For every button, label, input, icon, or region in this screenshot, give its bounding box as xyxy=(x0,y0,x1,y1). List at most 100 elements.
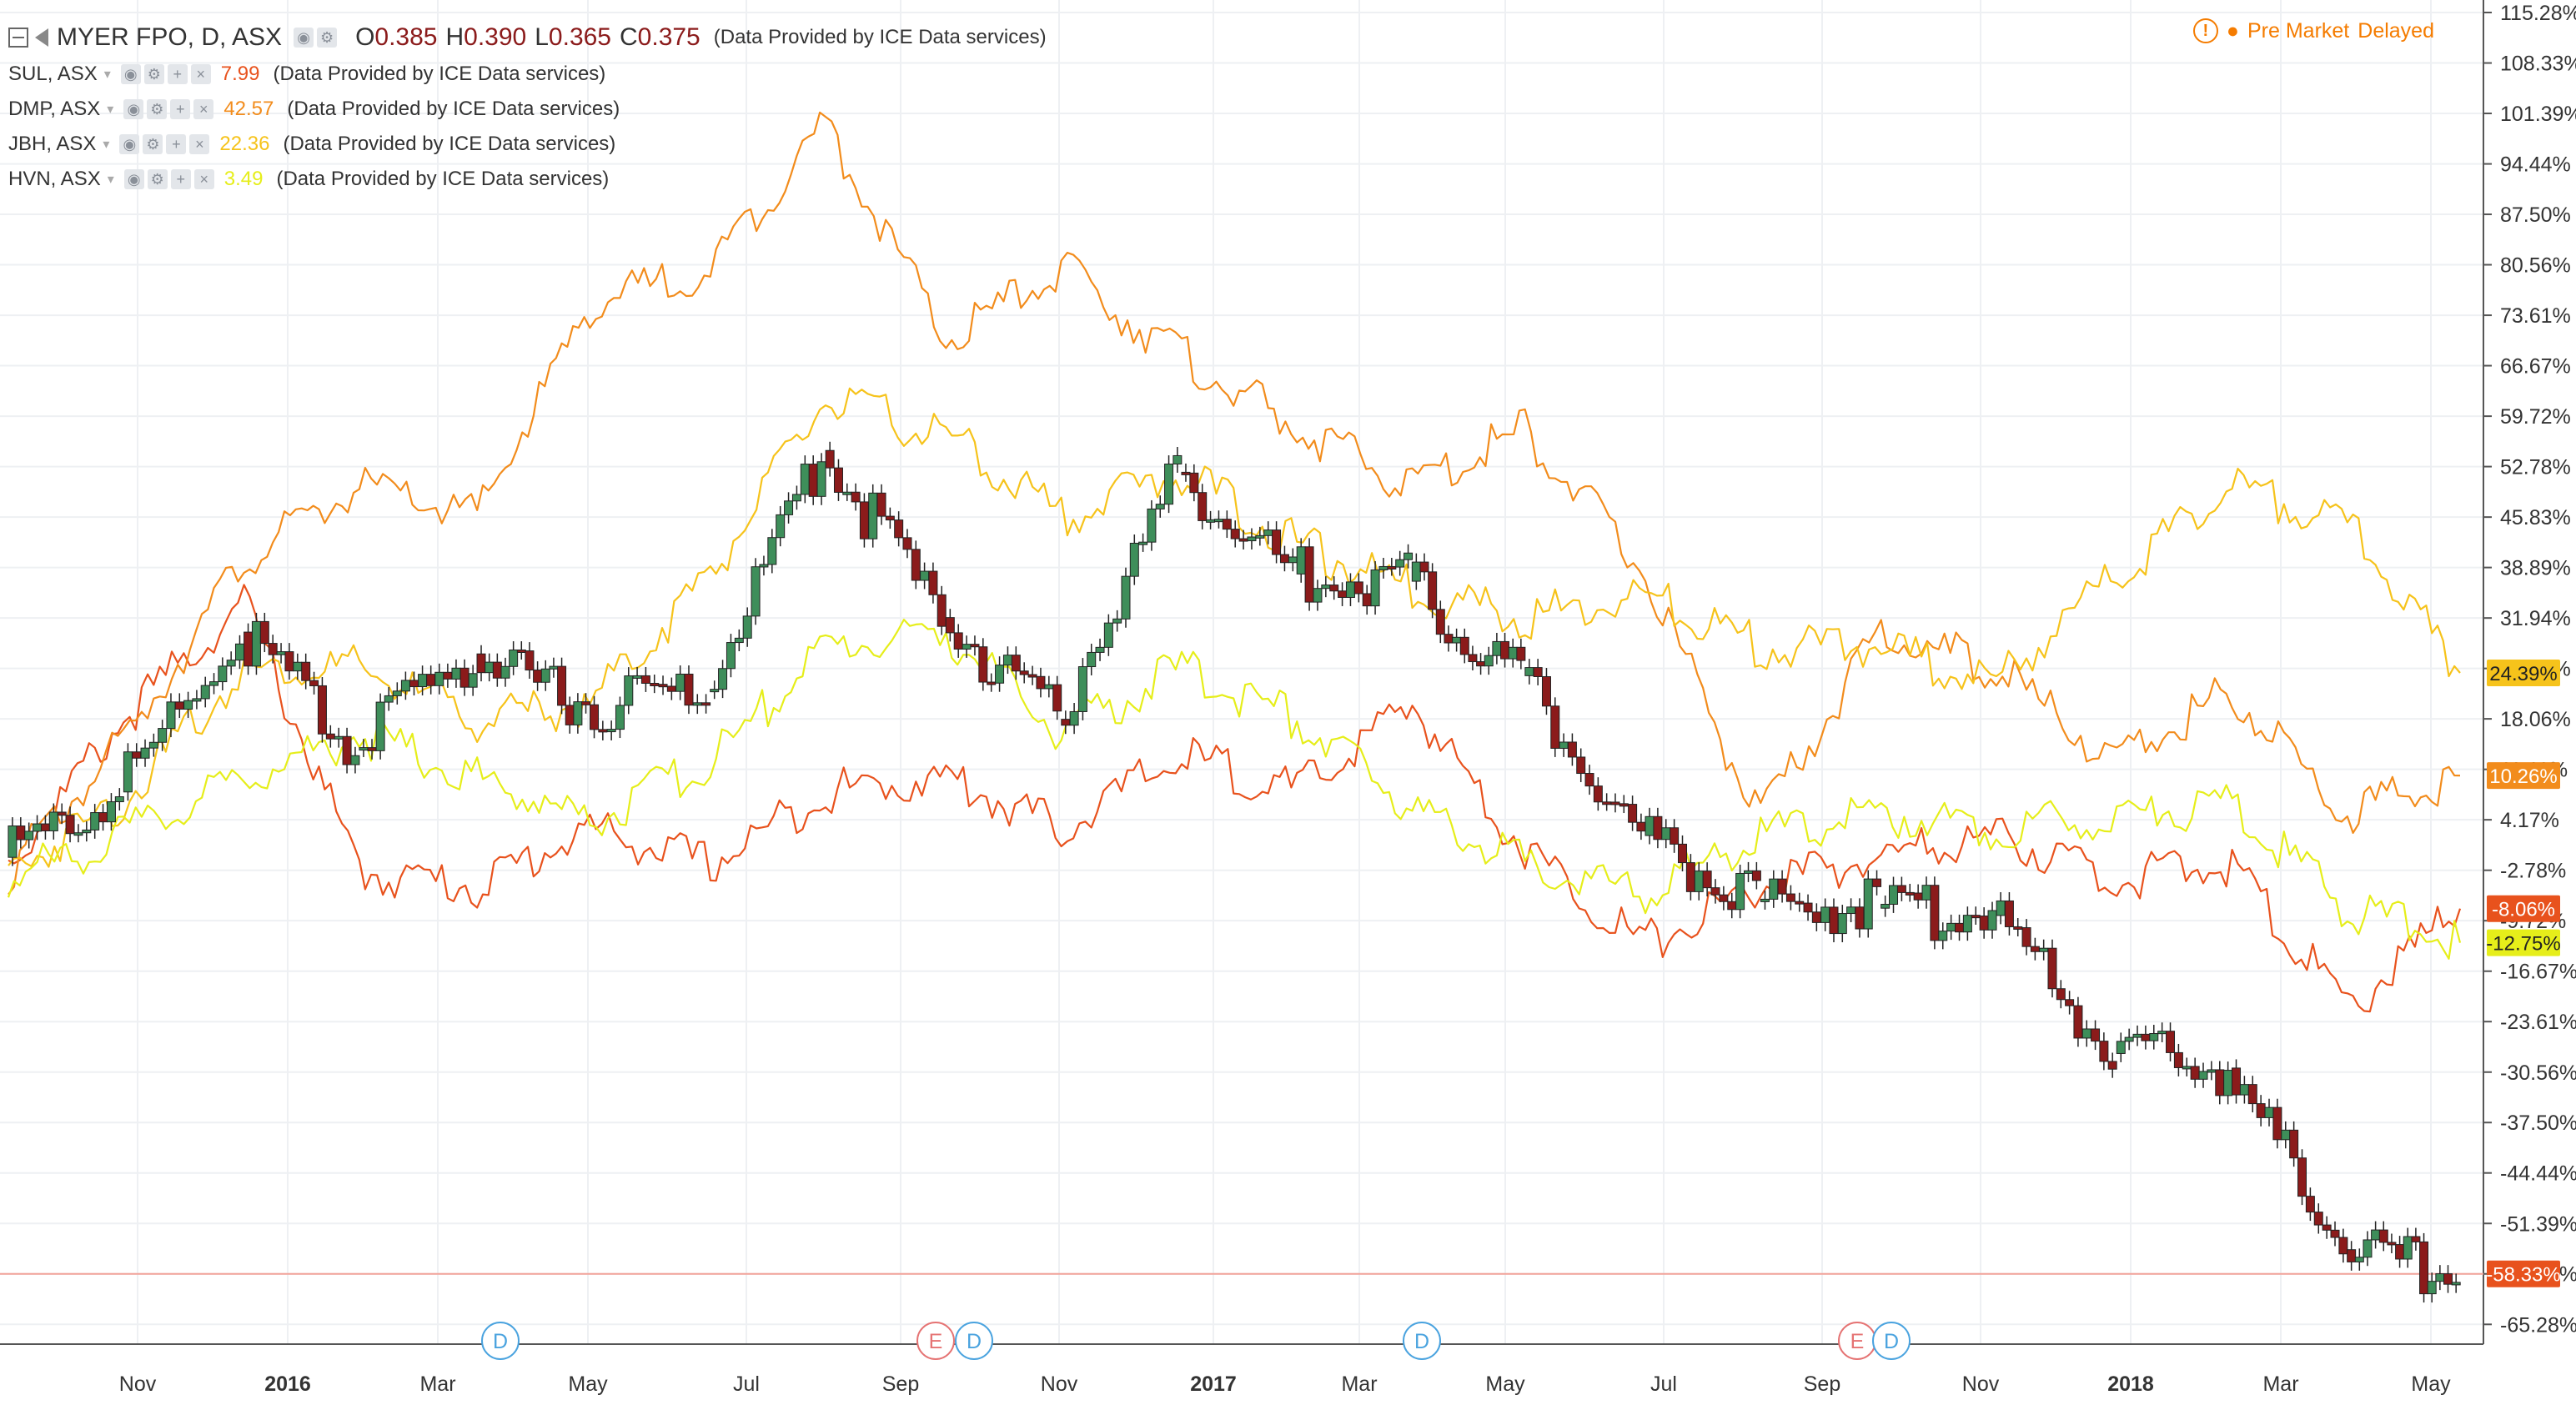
candle-body xyxy=(751,566,761,617)
candle-body xyxy=(640,675,650,684)
candle-body xyxy=(666,685,676,692)
gear-icon[interactable]: ⚙ xyxy=(143,64,164,84)
candle-body xyxy=(1619,803,1629,807)
price-tag-label: -8.06% xyxy=(2492,899,2555,921)
candle-body xyxy=(1567,741,1577,758)
candle-body xyxy=(218,665,228,683)
candle-body xyxy=(2173,1051,2183,1068)
warning-icon[interactable]: ! xyxy=(2192,18,2218,43)
candle-body xyxy=(1304,546,1314,603)
candle-body xyxy=(1946,922,1956,932)
candle-body xyxy=(1996,900,2006,916)
candle-body xyxy=(1602,801,1612,805)
gear-icon[interactable]: ⚙ xyxy=(317,28,338,48)
candle-body xyxy=(2157,1031,2167,1035)
candle-body xyxy=(533,670,543,683)
gear-icon[interactable]: ⚙ xyxy=(147,169,168,189)
eye-icon[interactable]: ◉ xyxy=(120,64,141,84)
candle-body xyxy=(658,684,668,688)
candle-body xyxy=(1052,684,1062,712)
candle-body xyxy=(1329,585,1339,592)
eye-icon[interactable]: ◉ xyxy=(123,99,144,119)
chevron-down-icon[interactable]: ▾ xyxy=(103,138,110,152)
candle-body xyxy=(1905,891,1915,896)
close-icon[interactable]: × xyxy=(190,64,211,84)
market-status[interactable]: ! ● Pre Market Delayed xyxy=(2192,18,2434,43)
compare-price: 7.99 xyxy=(220,63,260,85)
candle-body xyxy=(1370,569,1380,607)
close-icon[interactable]: × xyxy=(189,134,210,154)
candle-body xyxy=(384,695,394,703)
candle-body xyxy=(1803,902,1813,913)
plus-icon[interactable]: + xyxy=(167,64,188,84)
candle-body xyxy=(791,494,801,502)
plus-icon[interactable]: + xyxy=(170,99,191,119)
candle-body xyxy=(2313,1212,2323,1226)
data-source-note: (Data Provided by ICE Data services) xyxy=(276,168,610,190)
gear-icon[interactable]: ⚙ xyxy=(147,99,168,119)
candle-body xyxy=(540,668,550,683)
eye-icon[interactable]: ◉ xyxy=(294,28,314,48)
candle-body xyxy=(2124,1036,2134,1042)
candle-body xyxy=(1213,519,1223,523)
compare-symbol-label[interactable]: HVN, ASX xyxy=(8,168,101,190)
plus-icon[interactable]: + xyxy=(166,134,187,154)
candle-body xyxy=(2272,1106,2282,1141)
x-tick-label: May xyxy=(2411,1372,2451,1396)
candle-body xyxy=(325,733,335,740)
candle-body xyxy=(650,682,660,686)
x-tick-label: Nov xyxy=(1041,1372,1078,1396)
candle-body xyxy=(209,681,219,686)
compare-symbol-label[interactable]: DMP, ASX xyxy=(8,98,101,120)
candle-body xyxy=(350,755,360,765)
y-tick-label: -23.61% xyxy=(2500,1011,2576,1034)
candle-body xyxy=(1751,870,1761,881)
candle-body xyxy=(2378,1229,2388,1243)
gear-icon[interactable]: ⚙ xyxy=(143,134,163,154)
candle-body xyxy=(244,631,254,667)
status-dot-icon: ● xyxy=(2226,18,2239,43)
candle-body xyxy=(16,825,26,840)
candle-body xyxy=(2166,1031,2176,1053)
collapse-icon[interactable] xyxy=(8,28,28,48)
price-tag-label: 24.39% xyxy=(2489,663,2557,685)
flag-icon[interactable] xyxy=(35,28,48,47)
candle-body xyxy=(1846,906,1856,915)
ohlc-open-value: 0.385 xyxy=(374,23,438,51)
candle-body xyxy=(1576,756,1586,775)
candle-body xyxy=(1661,827,1671,840)
candle-body xyxy=(675,673,685,692)
chevron-down-icon[interactable]: ▾ xyxy=(107,103,114,117)
candle-body xyxy=(1500,640,1510,660)
candle-body xyxy=(2047,947,2057,990)
candle-body xyxy=(1769,878,1779,900)
candle-body xyxy=(1979,916,1989,931)
y-tick-label: -51.39% xyxy=(2500,1212,2576,1236)
main-symbol-label[interactable]: MYER FPO, D, ASX xyxy=(57,23,283,51)
candle-body xyxy=(776,514,786,539)
candle-body xyxy=(833,467,843,493)
eye-icon[interactable]: ◉ xyxy=(119,134,140,154)
y-tick-label: 80.56% xyxy=(2500,254,2571,278)
plus-icon[interactable]: + xyxy=(170,169,191,189)
ohlc-low-key: L xyxy=(535,23,549,51)
close-icon[interactable]: × xyxy=(193,99,214,119)
candle-body xyxy=(2132,1033,2142,1038)
candle-body xyxy=(1069,710,1079,726)
candle-body xyxy=(1930,885,1940,941)
legend-compare-row: JBH, ASX ▾ ◉ ⚙ + × 22.36 (Data Provided by ICE … xyxy=(8,127,1047,162)
chevron-down-icon[interactable]: ▾ xyxy=(107,173,114,187)
eye-icon[interactable]: ◉ xyxy=(123,169,144,189)
chevron-down-icon[interactable]: ▾ xyxy=(103,68,111,82)
compare-symbol-label[interactable]: SUL, ASX xyxy=(8,63,98,85)
price-tag-bg xyxy=(2487,1260,2560,1287)
candle-body xyxy=(2256,1103,2266,1118)
candle-body xyxy=(1459,636,1469,655)
candle-body xyxy=(1678,843,1688,864)
candle-body xyxy=(1279,554,1289,564)
compare-symbol-label[interactable]: JBH, ASX xyxy=(8,133,97,155)
close-icon[interactable]: × xyxy=(193,169,214,189)
candle-body xyxy=(902,537,912,550)
